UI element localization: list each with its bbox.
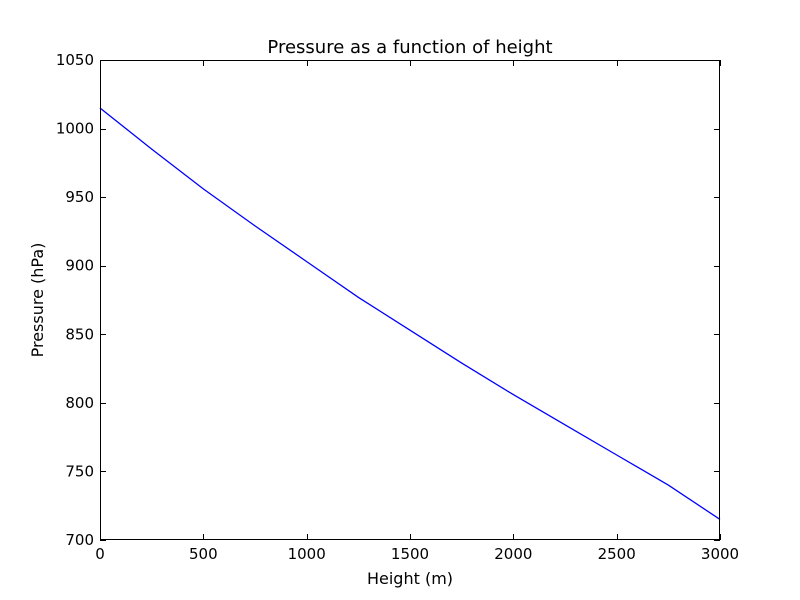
y-tick-label: 700	[65, 531, 94, 549]
y-axis-label: Pressure (hPa)	[28, 243, 47, 358]
y-tick-label: 900	[65, 257, 94, 275]
plot-frame	[100, 60, 720, 540]
x-tick-label: 0	[95, 545, 105, 563]
y-tick-label: 750	[65, 462, 94, 480]
chart-title: Pressure as a function of height	[267, 37, 552, 58]
y-tick-label: 800	[65, 394, 94, 412]
x-tick-label: 2000	[494, 545, 532, 563]
x-tick-label: 500	[189, 545, 218, 563]
y-tick-label: 850	[65, 325, 94, 343]
x-tick-label: 1000	[288, 545, 326, 563]
y-tick-label: 950	[65, 188, 94, 206]
x-tick-label: 2500	[598, 545, 636, 563]
ticks-layer: 0 500 1000 1500 2000 2500 3000 700 750 800 850 900 9…	[56, 51, 739, 563]
series-layer	[99, 107, 721, 520]
x-axis-label: Height (m)	[367, 569, 453, 588]
x-tick-label: 1500	[391, 545, 429, 563]
y-tick-label: 1000	[56, 120, 94, 138]
x-tick-label: 3000	[701, 545, 739, 563]
y-tick-label: 1050	[56, 51, 94, 69]
series-line	[99, 107, 721, 520]
